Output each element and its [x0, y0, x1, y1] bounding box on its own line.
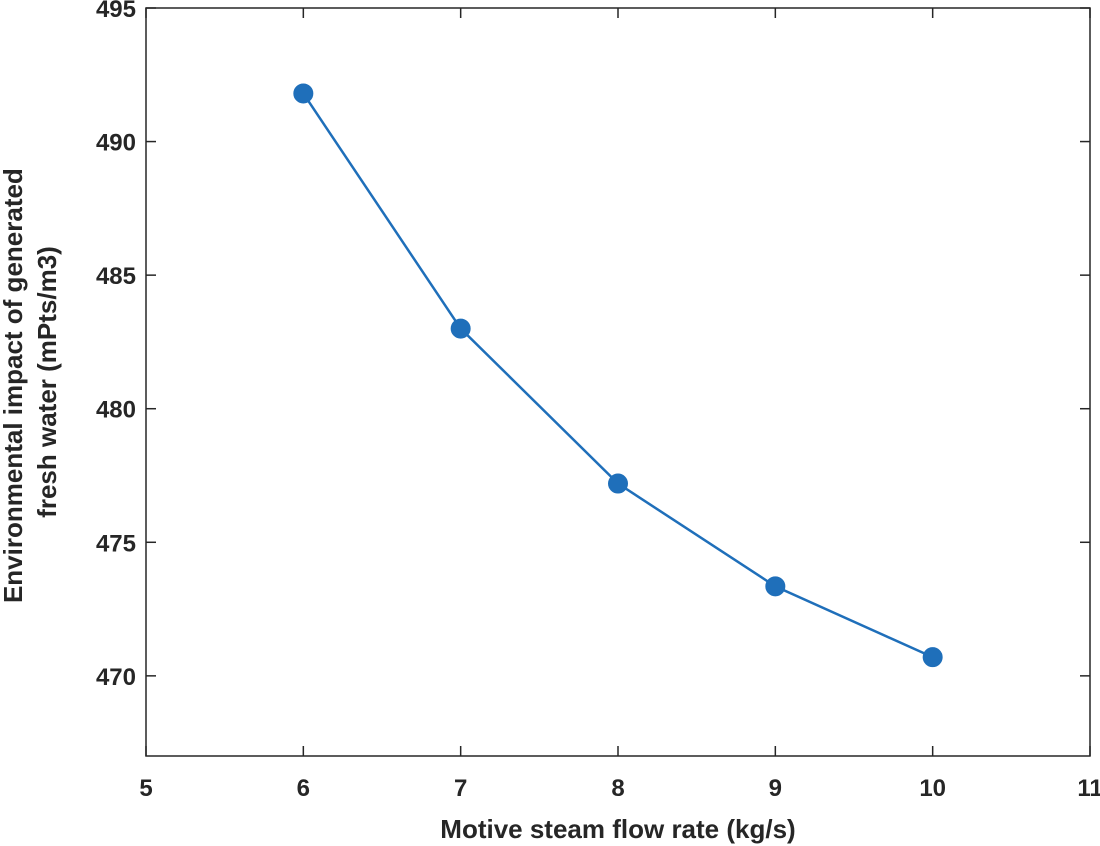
y-axis-label: Environmental impact of generated fresh …	[0, 161, 62, 603]
x-axis-ticks: 5 6 7 8 9 10 11	[139, 8, 1100, 802]
y-tick-label: 475	[96, 530, 136, 557]
x-tick-label: 9	[769, 775, 782, 802]
x-tick-label: 11	[1077, 775, 1100, 802]
y-tick-label: 490	[96, 130, 136, 157]
data-point	[450, 318, 471, 339]
x-tick-label: 6	[297, 775, 310, 802]
x-tick-label: 5	[139, 775, 152, 802]
x-axis-label: Motive steam flow rate (kg/s)	[440, 814, 795, 844]
data-point	[765, 576, 786, 597]
data-point	[608, 473, 628, 494]
data-point	[922, 647, 943, 668]
series-layer	[293, 83, 943, 668]
data-point	[293, 83, 314, 104]
x-tick-label: 7	[454, 775, 467, 802]
x-tick-label: 10	[919, 775, 946, 802]
y-axis-label-line-1: Environmental impact of generated	[0, 168, 28, 603]
y-tick-label: 470	[96, 664, 136, 691]
y-axis-label-line-2: fresh water (mPts/m3)	[32, 246, 62, 518]
y-tick-label: 485	[96, 263, 136, 290]
y-tick-label: 480	[96, 397, 136, 424]
y-axis-ticks: 470 475 480 485 490 495	[96, 0, 1090, 691]
y-tick-label: 495	[96, 0, 136, 23]
x-tick-label: 8	[611, 775, 624, 802]
plot-area-frame	[145, 7, 1091, 757]
